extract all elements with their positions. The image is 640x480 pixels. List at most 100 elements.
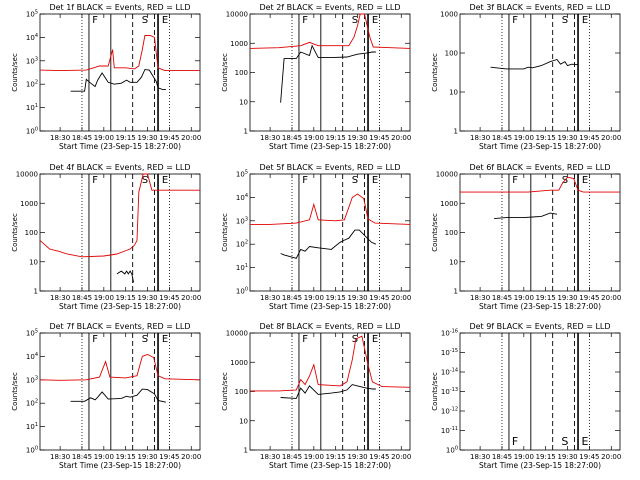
events-series-line <box>280 44 376 103</box>
lld-series-line <box>250 193 411 225</box>
y-tick-label: 100 <box>445 50 458 58</box>
x-tick-label: 18:45 <box>72 453 92 461</box>
marker-label-F: F <box>92 15 98 26</box>
marker-label-F: F <box>302 175 308 186</box>
y-tick-label: 10000 <box>226 11 248 19</box>
y-tick-label: 102 <box>236 240 248 249</box>
x-tick-label: 19:15 <box>326 134 346 142</box>
x-tick-label: 18:30 <box>470 453 490 461</box>
x-tick-label: 19:30 <box>137 453 157 461</box>
x-tick-label: 18:45 <box>72 294 92 302</box>
x-tick-label: 20:00 <box>601 294 621 302</box>
marker-label-E: E <box>372 175 378 186</box>
plot-frame <box>249 173 411 292</box>
x-tick-label: 19:30 <box>137 294 157 302</box>
x-axis-label: Start Time (23-Sep-15 18:27:00) <box>59 461 181 470</box>
panel-3: Det 3f BLACK = Events, RED = LLD 18:30 18:… <box>431 3 621 151</box>
y-tick-label: 100 <box>26 446 38 455</box>
x-tick-label: 19:15 <box>116 453 136 461</box>
x-tick-label: 19:00 <box>514 453 534 461</box>
y-tick-label: 100 <box>236 287 248 296</box>
events-series-line <box>70 388 166 403</box>
y-tick-label: 105 <box>26 10 38 19</box>
x-tick-label: 19:00 <box>94 294 114 302</box>
y-tick-label: 103 <box>26 375 38 384</box>
y-tick-label: 100 <box>25 229 38 237</box>
marker-label-E: E <box>582 175 588 186</box>
y-tick-label: 1 <box>34 288 38 296</box>
panel-9: Det 9f BLACK = Events, RED = LLD 18:30 18:… <box>431 322 621 470</box>
x-tick-label: 19:00 <box>304 294 324 302</box>
x-tick-label: 19:00 <box>304 134 324 142</box>
x-tick-label: 18:45 <box>492 134 512 142</box>
x-tick-label: 18:45 <box>72 134 92 142</box>
x-tick-label: 20:00 <box>601 453 621 461</box>
x-tick-label: 18:30 <box>470 294 490 302</box>
x-tick-label: 19:30 <box>347 134 367 142</box>
y-tick-label: 10-15 <box>441 348 458 357</box>
panel-title: Det 8f BLACK = Events, RED = LLD <box>259 322 400 331</box>
y-axis-label: Counts/sec <box>221 372 229 411</box>
panel-title: Det 2f BLACK = Events, RED = LLD <box>259 3 400 12</box>
plot-frame <box>459 13 621 132</box>
x-axis-label: Start Time (23-Sep-15 18:27:00) <box>269 302 391 311</box>
y-tick-label: 100 <box>235 388 248 396</box>
x-tick-label: 19:45 <box>579 453 599 461</box>
lld-series-line <box>460 176 620 193</box>
y-tick-label: 10000 <box>16 171 38 179</box>
x-tick-label: 20:00 <box>181 294 201 302</box>
marker-label-S: S <box>352 334 358 345</box>
y-tick-label: 10 <box>449 258 458 266</box>
x-tick-label: 19:30 <box>347 453 367 461</box>
y-tick-label: 100 <box>26 127 38 136</box>
marker-label-S: S <box>142 15 148 26</box>
marker-label-F: F <box>92 334 98 345</box>
panel-title: Det 5f BLACK = Events, RED = LLD <box>259 163 400 172</box>
x-tick-label: 18:30 <box>50 453 70 461</box>
y-tick-label: 105 <box>26 329 38 338</box>
marker-label-S: S <box>561 435 568 448</box>
x-tick-label: 19:00 <box>94 134 114 142</box>
marker-label-F: F <box>512 15 518 26</box>
marker-label-S: S <box>142 334 148 345</box>
lld-series-line <box>39 354 201 381</box>
y-tick-label: 1 <box>244 128 248 136</box>
y-tick-label: 101 <box>26 422 38 431</box>
x-tick-label: 19:15 <box>326 453 346 461</box>
x-tick-label: 19:45 <box>159 294 179 302</box>
x-axis-label: Start Time (23-Sep-15 18:27:00) <box>479 461 601 470</box>
panel-1: Det 1f BLACK = Events, RED = LLD 18:30 18:… <box>11 3 201 151</box>
y-tick-label: 104 <box>236 193 248 202</box>
y-tick-label: 1000 <box>440 11 458 19</box>
x-tick-label: 19:30 <box>557 134 577 142</box>
x-tick-label: 20:00 <box>391 294 411 302</box>
x-tick-label: 18:45 <box>282 453 302 461</box>
y-tick-label: 10-12 <box>441 407 458 416</box>
x-tick-label: 19:15 <box>536 294 556 302</box>
plot-frame <box>249 13 411 132</box>
x-axis-label: Start Time (23-Sep-15 18:27:00) <box>59 142 181 151</box>
x-axis-label: Start Time (23-Sep-15 18:27:00) <box>59 302 181 311</box>
x-tick-label: 19:15 <box>116 134 136 142</box>
x-tick-label: 20:00 <box>391 453 411 461</box>
x-tick-label: 18:30 <box>470 134 490 142</box>
x-tick-label: 19:45 <box>369 134 389 142</box>
marker-label-E: E <box>162 15 168 26</box>
y-tick-label: 10 <box>239 98 248 106</box>
y-tick-label: 1 <box>454 288 458 296</box>
x-tick-label: 19:00 <box>94 453 114 461</box>
events-series-line <box>494 212 558 220</box>
x-tick-label: 18:30 <box>50 294 70 302</box>
y-axis-label: Counts/sec <box>11 213 19 252</box>
panel-title: Det 1f BLACK = Events, RED = LLD <box>49 3 190 12</box>
x-axis-label: Start Time (23-Sep-15 18:27:00) <box>269 461 391 470</box>
x-tick-label: 19:45 <box>369 294 389 302</box>
marker-label-E: E <box>582 435 589 448</box>
y-axis-label: Counts/sec <box>221 213 229 252</box>
y-axis-label: Counts/sec <box>431 213 439 252</box>
panel-5: Det 5f BLACK = Events, RED = LLD 18:30 18:… <box>221 163 411 311</box>
marker-label-E: E <box>582 15 588 26</box>
x-tick-label: 19:00 <box>514 134 534 142</box>
x-tick-label: 18:30 <box>50 134 70 142</box>
